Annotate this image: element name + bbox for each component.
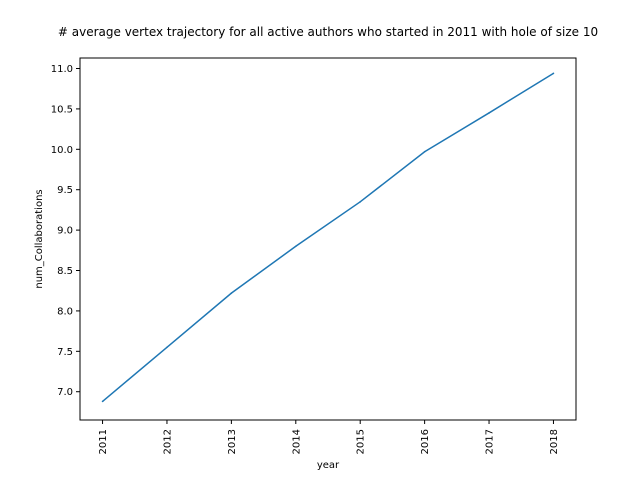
x-tick-label: 2012 — [162, 429, 173, 454]
y-tick-label: 8.5 — [57, 266, 73, 277]
data-point — [359, 201, 362, 203]
data-point — [230, 292, 233, 294]
x-tick-label: 2016 — [420, 429, 431, 454]
data-point — [488, 112, 490, 114]
data-point — [101, 400, 104, 403]
series-line — [102, 72, 554, 402]
y-axis: 7.0 7.5 8.0 8.5 9.0 9.5 10.0 10.5 11.0 — [51, 64, 80, 398]
x-tick-label: 2015 — [356, 429, 367, 454]
y-tick-label: 10.5 — [51, 104, 73, 115]
x-tick-label: 2017 — [485, 429, 496, 454]
x-axis: 2011 2012 2013 2014 2015 2016 2017 2018 — [98, 420, 560, 454]
chart-title: # average vertex trajectory for all acti… — [58, 25, 598, 39]
plot-frame — [79, 57, 577, 421]
x-tick-label: 2013 — [227, 429, 238, 454]
y-tick-label: 8.0 — [57, 306, 73, 317]
data-point — [166, 346, 168, 349]
y-tick-label: 10.0 — [51, 145, 73, 156]
x-axis-label: year — [317, 460, 340, 471]
x-tick-label: 2011 — [98, 429, 109, 454]
data-point — [552, 72, 555, 75]
series-layer — [101, 72, 555, 403]
y-tick-label: 9.0 — [57, 226, 73, 237]
x-tick-label: 2018 — [549, 429, 560, 454]
y-tick-label: 9.5 — [57, 185, 73, 196]
data-point — [423, 150, 426, 153]
y-tick-label: 7.0 — [57, 387, 73, 398]
x-tick-label: 2014 — [291, 429, 302, 454]
y-tick-label: 7.5 — [57, 347, 73, 358]
y-axis-label: num_Collaborations — [34, 189, 45, 288]
y-tick-label: 11.0 — [51, 64, 73, 75]
data-point — [294, 245, 297, 248]
